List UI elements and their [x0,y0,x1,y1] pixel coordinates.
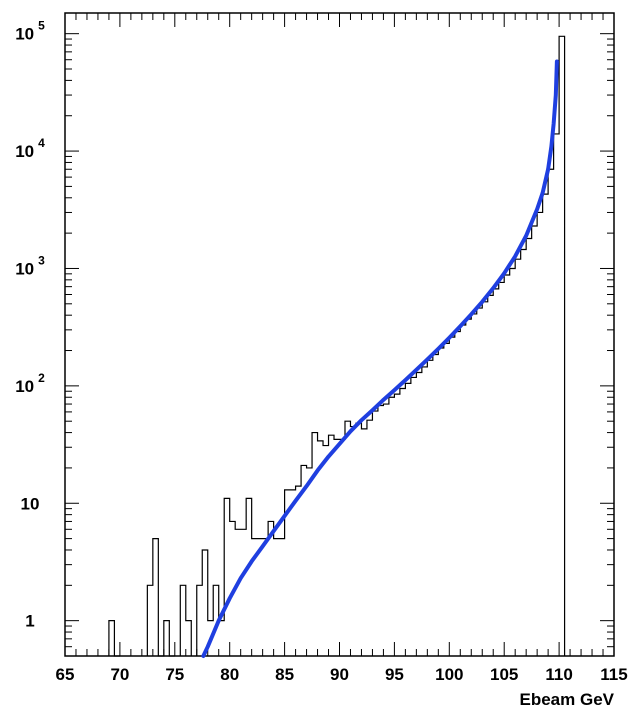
y-tick-label: 10 4 [15,136,45,161]
y-tick-label: 10 [21,494,40,513]
plot-frame [64,12,615,657]
y-tick-label: 10 2 [15,371,45,396]
x-tick-label: 85 [275,665,294,684]
x-tick-label: 80 [220,665,239,684]
x-tick-label: 70 [110,665,129,684]
y-tick-label: 10 3 [15,253,45,278]
x-tick-label: 95 [385,665,404,684]
x-axis-title: Ebeam GeV [520,690,615,709]
x-tick-label: 110 [545,665,572,684]
fit-curve [201,59,559,658]
x-tick-label: 100 [435,665,463,684]
x-tick-label: 105 [490,665,518,684]
histogram-outline [108,35,566,657]
x-tick-label: 75 [165,665,184,684]
y-tick-label: 1 [25,612,34,631]
x-tick-label: 90 [330,665,349,684]
x-tick-label: 115 [600,665,627,684]
y-tick-label: 10 5 [15,19,45,44]
x-tick-label: 65 [56,665,75,684]
